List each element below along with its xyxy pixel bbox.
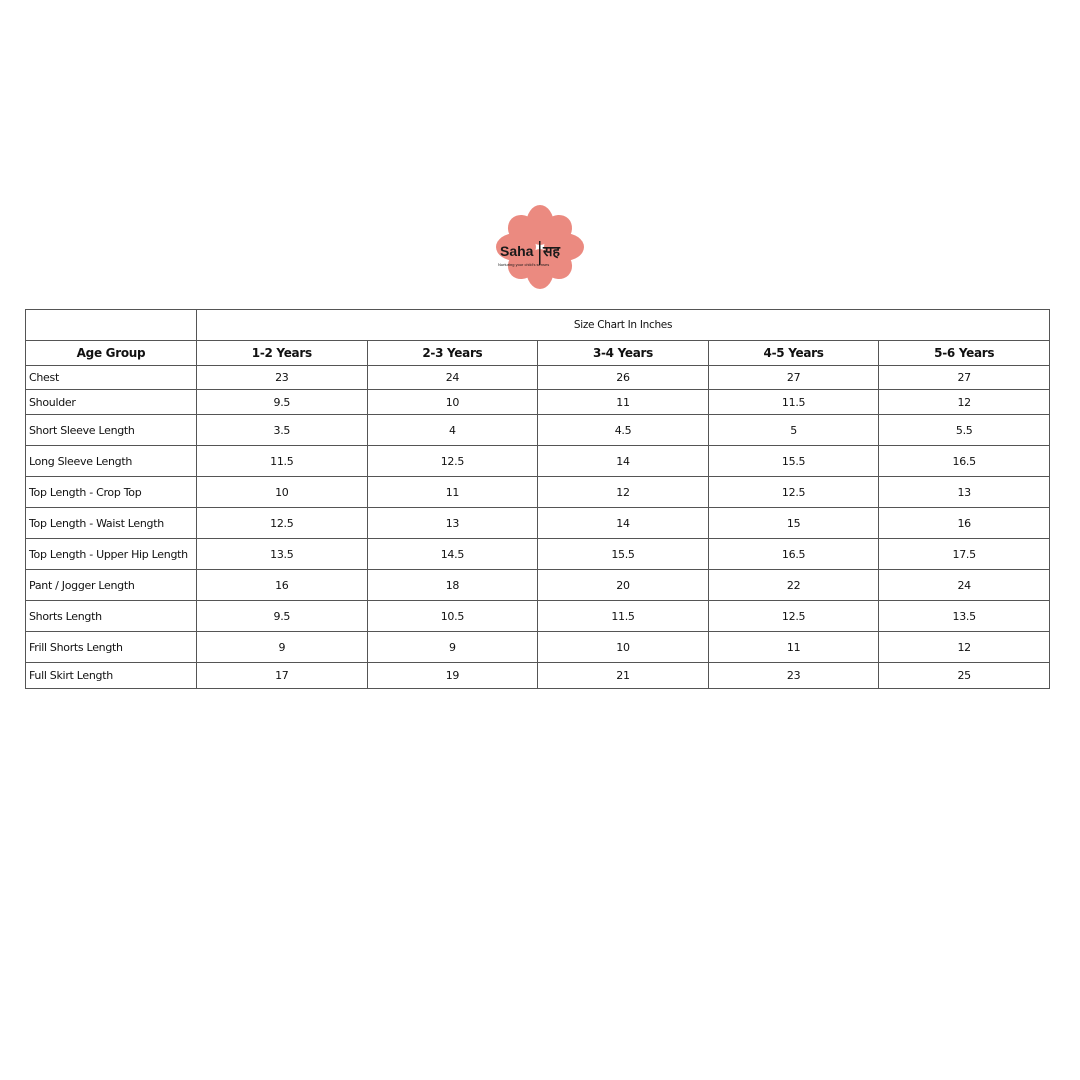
table-cell: 15: [707, 507, 880, 539]
table-row: Shoulder 9.5 10 11 11.5 12: [25, 389, 1050, 415]
table-cell: 23: [196, 365, 368, 390]
table-cell: 4: [366, 414, 539, 446]
table-cell: 11: [366, 476, 539, 508]
table-row: Top Length - Waist Length 12.5 13 14 15 16: [25, 507, 1050, 539]
table-cell: 3.5: [196, 414, 368, 446]
table-cell: 23: [707, 662, 880, 689]
table-cell: 14.5: [366, 538, 539, 570]
table-row: Top Length - Crop Top 10 11 12 12.5 13: [25, 476, 1050, 508]
table-row: Frill Shorts Length 9 9 10 11 12: [25, 631, 1050, 663]
table-cell: 10: [196, 476, 368, 508]
table-cell: 10: [366, 389, 539, 415]
table-cell: 14: [537, 507, 709, 539]
table-cell: 16.5: [878, 445, 1050, 477]
table-cell: 11: [707, 631, 880, 663]
table-cell: 15.5: [537, 538, 709, 570]
table-cell: 12.5: [707, 476, 880, 508]
row-label: Frill Shorts Length: [25, 631, 197, 663]
table-cell: 10: [537, 631, 709, 663]
column-header: 5-6 Years: [878, 340, 1050, 366]
table-row: Shorts Length 9.5 10.5 11.5 12.5 13.5: [25, 600, 1050, 632]
table-cell: 17: [196, 662, 368, 689]
svg-text:सह: सह: [542, 244, 560, 260]
table-cell: 12: [537, 476, 709, 508]
table-cell: 16: [196, 569, 368, 601]
table-cell: 16: [878, 507, 1050, 539]
table-cell: 17.5: [878, 538, 1050, 570]
svg-text:Nurturing your child's senses: Nurturing your child's senses: [498, 262, 549, 267]
table-cell: 15.5: [707, 445, 880, 477]
row-label: Pant / Jogger Length: [25, 569, 197, 601]
row-label: Top Length - Upper Hip Length: [25, 538, 197, 570]
table-cell: 12.5: [707, 600, 880, 632]
brand-logo: Saha सह Nurturing your child's senses: [494, 203, 586, 291]
row-label: Shoulder: [25, 389, 197, 415]
table-row: Chest 23 24 26 27 27: [25, 365, 1050, 390]
table-cell: 27: [878, 365, 1050, 390]
row-label: Shorts Length: [25, 600, 197, 632]
row-label: Top Length - Waist Length: [25, 507, 197, 539]
row-label: Long Sleeve Length: [25, 445, 197, 477]
size-chart-table: Size Chart In Inches Age Group 1-2 Years…: [25, 309, 1050, 689]
table-cell: 9: [366, 631, 539, 663]
table-row: Full Skirt Length 17 19 21 23 25: [25, 662, 1050, 689]
table-cell: 13: [366, 507, 539, 539]
table-row: Long Sleeve Length 11.5 12.5 14 15.5 16.5: [25, 445, 1050, 477]
table-row: Short Sleeve Length 3.5 4 4.5 5 5.5: [25, 414, 1050, 446]
table-cell: 27: [707, 365, 880, 390]
table-title: Size Chart In Inches: [196, 309, 1050, 341]
row-label: Full Skirt Length: [25, 662, 197, 689]
table-cell: 16.5: [707, 538, 880, 570]
table-cell: 5: [707, 414, 880, 446]
table-cell: 11.5: [707, 389, 880, 415]
table-cell: 24: [366, 365, 539, 390]
table-cell: 11.5: [537, 600, 709, 632]
table-cell: 12.5: [196, 507, 368, 539]
column-header: 1-2 Years: [196, 340, 368, 366]
table-cell: 19: [366, 662, 539, 689]
column-header: 4-5 Years: [707, 340, 880, 366]
column-header: 2-3 Years: [366, 340, 539, 366]
table-cell: 24: [878, 569, 1050, 601]
table-cell: 26: [537, 365, 709, 390]
table-cell: 4.5: [537, 414, 709, 446]
table-cell: 13.5: [878, 600, 1050, 632]
table-cell: 12: [878, 389, 1050, 415]
table-cell: 12.5: [366, 445, 539, 477]
column-header: 3-4 Years: [537, 340, 709, 366]
table-cell: 18: [366, 569, 539, 601]
table-cell: 20: [537, 569, 709, 601]
table-cell: 10.5: [366, 600, 539, 632]
table-cell: 9: [196, 631, 368, 663]
row-label: Top Length - Crop Top: [25, 476, 197, 508]
table-row: Top Length - Upper Hip Length 13.5 14.5 15.…: [25, 538, 1050, 570]
row-label: Chest: [25, 365, 197, 390]
svg-text:Saha: Saha: [500, 243, 534, 259]
table-cell: 14: [537, 445, 709, 477]
empty-corner-cell: [25, 309, 197, 341]
table-cell: 9.5: [196, 389, 368, 415]
table-row: Pant / Jogger Length 16 18 20 22 24: [25, 569, 1050, 601]
table-cell: 13: [878, 476, 1050, 508]
table-cell: 12: [878, 631, 1050, 663]
row-label: Short Sleeve Length: [25, 414, 197, 446]
age-group-header: Age Group: [25, 340, 197, 366]
table-cell: 21: [537, 662, 709, 689]
table-cell: 9.5: [196, 600, 368, 632]
table-cell: 25: [878, 662, 1050, 689]
table-cell: 11.5: [196, 445, 368, 477]
table-cell: 22: [707, 569, 880, 601]
table-cell: 11: [537, 389, 709, 415]
table-cell: 5.5: [878, 414, 1050, 446]
table-cell: 13.5: [196, 538, 368, 570]
